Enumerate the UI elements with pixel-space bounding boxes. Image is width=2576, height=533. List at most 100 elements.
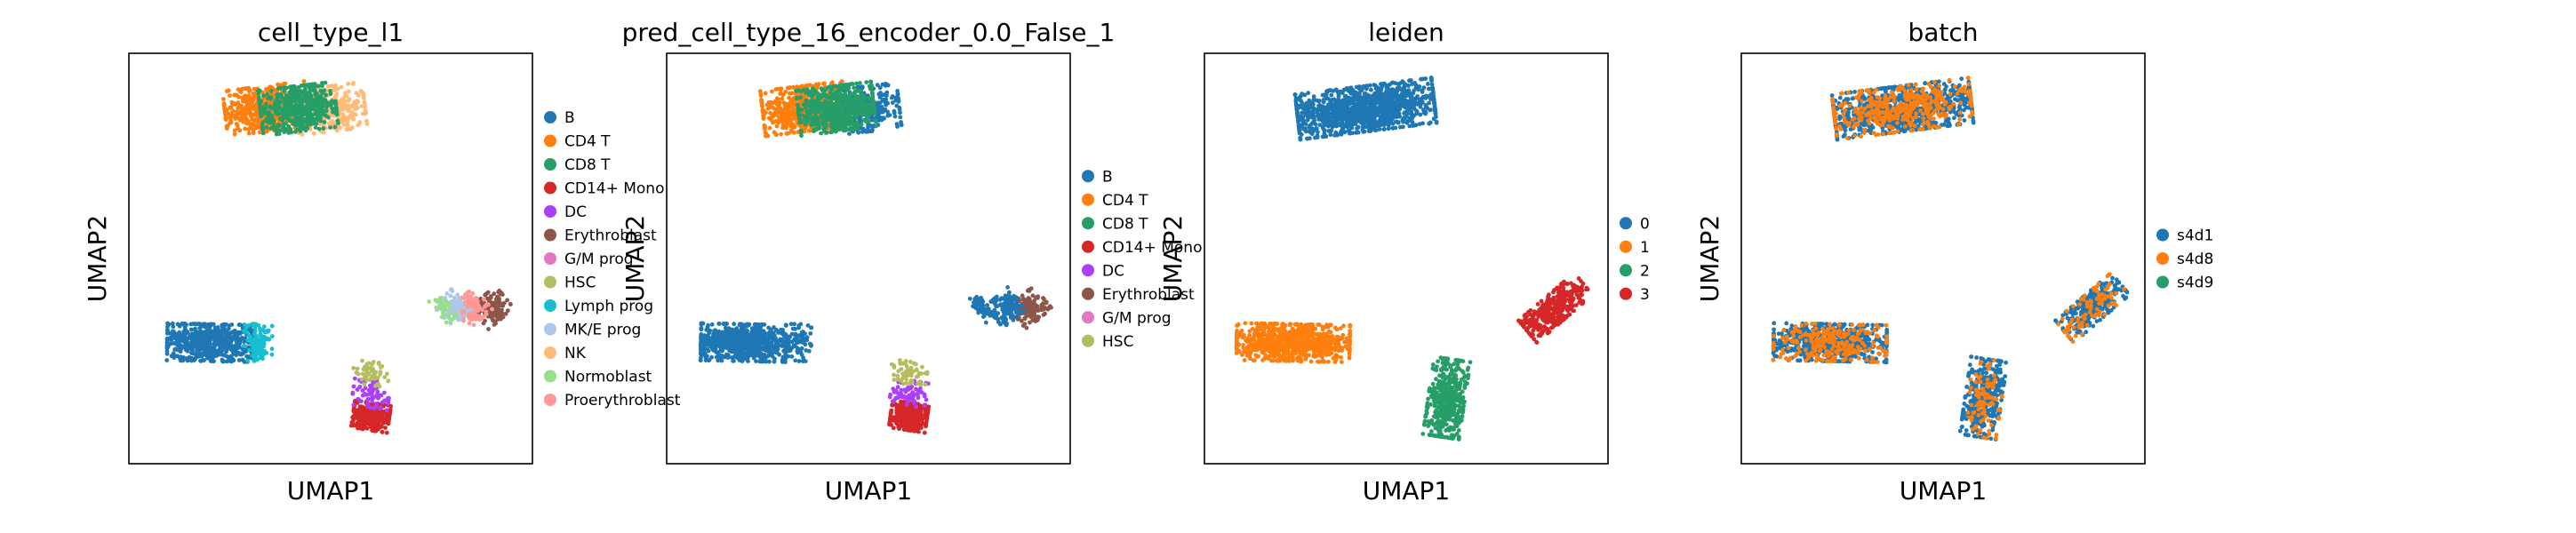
scatter-point: [499, 290, 503, 295]
scatter-point: [798, 95, 804, 100]
scatter-point: [864, 111, 869, 116]
scatter-point: [461, 296, 466, 300]
scatter-point: [806, 128, 812, 133]
scatter-point: [314, 96, 319, 100]
scatter-point: [288, 94, 293, 99]
scatter-point: [267, 337, 272, 342]
scatter-point: [458, 302, 463, 306]
scatter-point: [282, 81, 286, 86]
scatter-point: [247, 347, 252, 353]
scatter-point: [796, 112, 802, 117]
scatter-point: [297, 89, 301, 94]
scatter-point: [264, 129, 269, 134]
scatter-point: [188, 327, 194, 332]
scatter-point: [492, 291, 497, 297]
scatter-point: [382, 390, 387, 395]
scatter-point: [865, 115, 869, 120]
scatter-point: [196, 354, 202, 359]
scatter-point: [871, 104, 876, 109]
scatter-point: [868, 79, 873, 84]
scatter-point: [814, 109, 820, 115]
scatter-point: [286, 130, 292, 135]
scatter-point: [716, 329, 721, 334]
scatter-point: [483, 292, 488, 298]
scatter-point: [206, 353, 212, 358]
scatter-point: [441, 302, 445, 307]
scatter-points: [698, 79, 1053, 435]
scatter-point: [892, 114, 898, 119]
scatter-point: [345, 123, 350, 128]
scatter-point: [340, 113, 346, 118]
scatter-point: [751, 355, 756, 361]
scatter-point: [305, 105, 309, 110]
scatter-point: [201, 341, 206, 346]
scatter-point: [799, 107, 804, 113]
scatter-point: [313, 125, 318, 131]
scatter-point: [480, 307, 484, 313]
legend-label: CD8 T: [564, 156, 611, 174]
scatter-point: [852, 90, 857, 95]
scatter-point: [853, 115, 859, 120]
legend-label: MK/E prog: [564, 322, 641, 339]
scatter-point: [764, 338, 769, 343]
scatter-point: [357, 418, 363, 424]
scatter-point: [354, 91, 359, 96]
scatter-point: [812, 122, 818, 127]
scatter-point: [363, 103, 367, 108]
scatter-point: [798, 131, 804, 136]
scatter-point: [217, 328, 221, 333]
scatter-point: [192, 358, 197, 362]
y-axis-label: UMAP2: [83, 215, 112, 303]
scatter-point: [896, 96, 900, 100]
scatter-point: [185, 330, 190, 336]
scatter-point: [858, 97, 862, 102]
scatter-point: [508, 301, 513, 306]
scatter-point: [228, 93, 232, 98]
scatter-point: [230, 109, 235, 115]
scatter-point: [351, 81, 356, 85]
scatter-point: [427, 299, 432, 304]
scatter-point: [303, 128, 308, 133]
scatter-point: [188, 346, 193, 351]
scatter-point: [763, 91, 768, 96]
scatter-point: [250, 341, 255, 346]
scatter-point: [259, 111, 263, 115]
scatter-point: [347, 106, 352, 111]
scatter-point: [444, 320, 449, 325]
scatter-point: [830, 80, 835, 85]
scatter-point: [444, 291, 450, 296]
scatter-point: [808, 115, 813, 120]
scatter-point: [367, 378, 372, 383]
scatter-point: [266, 87, 270, 91]
scatter-point: [361, 91, 366, 96]
scatter-point: [223, 117, 228, 122]
scatter-point: [236, 95, 242, 99]
scatter-point: [298, 129, 303, 134]
scatter-point: [732, 322, 737, 327]
scatter-point: [345, 120, 350, 124]
scatter-point: [310, 105, 315, 109]
scatter-point: [472, 313, 477, 317]
scatter-point: [284, 101, 290, 107]
scatter-point: [341, 122, 347, 127]
scatter-point: [877, 85, 883, 91]
scatter-point: [264, 125, 269, 131]
scatter-point: [223, 322, 228, 327]
legend-marker: [544, 394, 556, 406]
scatter-point: [780, 344, 785, 348]
scatter-point: [279, 95, 284, 99]
scatter-point: [260, 126, 265, 131]
scatter-point: [250, 123, 255, 128]
scatter-point: [257, 130, 262, 135]
scatter-point: [366, 371, 372, 376]
scatter-point: [246, 131, 252, 136]
scatter-point: [716, 322, 722, 326]
scatter-point: [456, 297, 461, 302]
scatter-point: [361, 367, 366, 372]
scatter-point: [471, 322, 476, 328]
scatter-point: [810, 103, 814, 108]
scatter-point: [300, 124, 305, 130]
scatter-point: [466, 303, 471, 307]
scatter-point: [239, 351, 244, 356]
scatter-point: [774, 350, 780, 355]
